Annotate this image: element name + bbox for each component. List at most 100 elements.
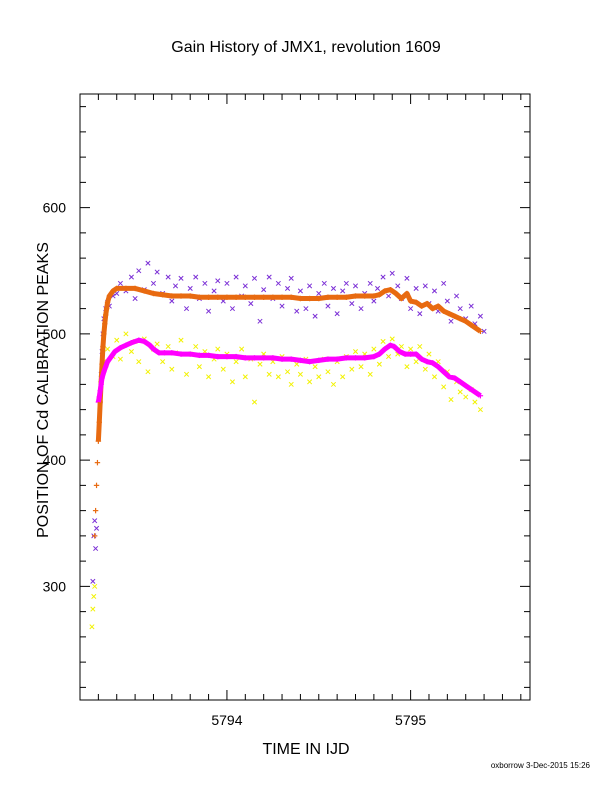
data-point — [457, 389, 463, 395]
data-point — [202, 280, 208, 286]
data-point — [413, 285, 419, 291]
data-point — [172, 283, 179, 289]
data-point — [380, 338, 386, 345]
data-point — [128, 348, 134, 355]
data-point — [386, 293, 392, 299]
data-point — [248, 301, 254, 307]
data-point — [408, 306, 414, 312]
data-point — [169, 298, 175, 304]
data-point — [196, 364, 202, 370]
data-point — [358, 364, 364, 370]
data-point — [165, 343, 171, 350]
data-point — [233, 274, 239, 280]
data-point — [104, 346, 111, 352]
data-point — [91, 533, 98, 539]
data-point — [481, 328, 487, 334]
data-point — [477, 407, 483, 413]
data-point — [275, 374, 281, 380]
data-point — [242, 374, 248, 380]
data-point — [316, 374, 322, 380]
data-point — [206, 374, 212, 380]
data-point — [325, 369, 331, 375]
data-point — [426, 351, 432, 357]
data-point — [457, 306, 463, 312]
series-3-trend — [95, 337, 482, 403]
data-point — [251, 399, 258, 405]
x-tick-label: 5795 — [395, 712, 426, 728]
data-point — [352, 348, 359, 355]
data-point — [312, 313, 318, 319]
data-point — [284, 285, 291, 291]
data-point — [136, 359, 142, 365]
data-point — [472, 399, 478, 405]
data-point — [288, 381, 294, 387]
data-point — [178, 337, 184, 343]
data-point — [117, 356, 123, 362]
data-point — [279, 303, 285, 309]
y-tick-label: 600 — [43, 200, 67, 216]
data-point — [284, 369, 291, 375]
data-point — [154, 341, 160, 347]
data-point — [453, 293, 460, 299]
data-point — [224, 280, 230, 286]
data-point — [417, 343, 423, 350]
data-point — [389, 270, 395, 276]
data-point — [266, 371, 272, 377]
data-point — [266, 274, 272, 280]
data-point — [374, 285, 381, 291]
data-point — [297, 371, 303, 377]
data-point — [145, 369, 151, 375]
y-tick-label: 300 — [43, 578, 67, 594]
data-point — [358, 306, 364, 312]
plot-frame — [79, 93, 531, 701]
data-point — [441, 280, 447, 286]
data-point — [132, 295, 138, 302]
data-point — [178, 275, 184, 281]
data-point — [92, 583, 98, 589]
x-axis-label: TIME IN IJD — [262, 741, 349, 758]
data-point — [193, 343, 199, 350]
data-point — [215, 346, 221, 352]
data-point — [330, 285, 337, 291]
data-point — [193, 274, 199, 280]
data-point — [187, 285, 193, 291]
data-point — [325, 303, 331, 309]
data-point — [367, 280, 373, 286]
data-point — [145, 260, 151, 266]
data-point — [160, 359, 166, 365]
data-point — [349, 366, 355, 372]
series-0 — [90, 260, 487, 584]
data-point — [90, 578, 96, 584]
y-tick-label: 500 — [43, 326, 67, 342]
chart-title: Gain History of JMX1, revolution 1609 — [171, 39, 441, 56]
data-point — [431, 374, 438, 380]
data-point — [463, 394, 469, 400]
data-point — [220, 366, 226, 372]
data-point — [422, 283, 428, 289]
series-1 — [91, 285, 484, 539]
data-point — [404, 364, 410, 370]
data-point — [215, 278, 221, 284]
series-1-trend — [95, 285, 482, 442]
data-point — [340, 374, 346, 380]
data-point — [330, 381, 337, 387]
data-point — [211, 288, 217, 294]
y-tick-label: 400 — [43, 452, 67, 468]
data-point — [169, 366, 175, 372]
series-layer — [89, 260, 487, 630]
footer-credit: oxborrow 3-Dec-2015 15:26 — [491, 761, 591, 770]
data-point — [408, 346, 414, 352]
data-point — [94, 459, 101, 466]
data-point — [229, 379, 236, 385]
data-point — [154, 269, 160, 275]
data-point — [294, 361, 300, 367]
data-point — [316, 290, 322, 297]
data-point — [117, 280, 123, 286]
data-point — [413, 359, 419, 365]
data-point — [123, 331, 129, 337]
data-point — [352, 283, 359, 289]
data-point — [92, 518, 98, 524]
data-point — [257, 361, 263, 367]
data-point — [389, 336, 395, 342]
